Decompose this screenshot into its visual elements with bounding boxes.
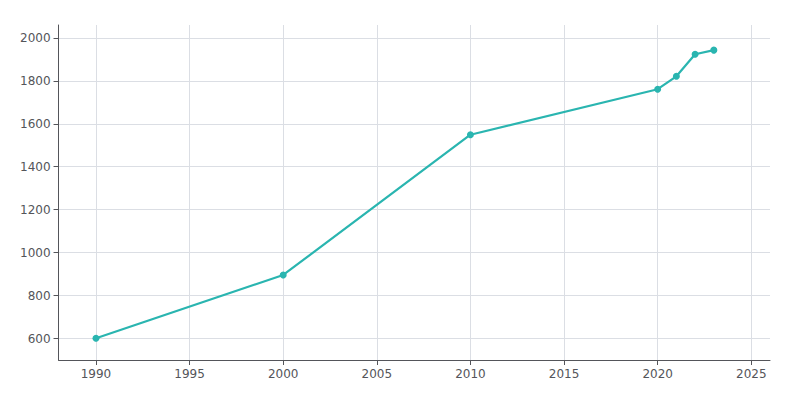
svg-text:1990: 1990 [81, 367, 112, 381]
svg-text:2020: 2020 [642, 367, 673, 381]
svg-text:2010: 2010 [455, 367, 486, 381]
svg-text:2015: 2015 [549, 367, 580, 381]
svg-text:1800: 1800 [20, 74, 51, 88]
svg-text:1995: 1995 [174, 367, 205, 381]
svg-text:800: 800 [28, 289, 51, 303]
svg-text:1200: 1200 [20, 203, 51, 217]
svg-text:2000: 2000 [20, 31, 51, 45]
svg-text:2000: 2000 [268, 367, 299, 381]
svg-text:2025: 2025 [736, 367, 767, 381]
svg-text:1600: 1600 [20, 117, 51, 131]
svg-text:1000: 1000 [20, 246, 51, 260]
svg-text:600: 600 [28, 332, 51, 346]
svg-text:2005: 2005 [362, 367, 393, 381]
svg-text:1400: 1400 [20, 160, 51, 174]
